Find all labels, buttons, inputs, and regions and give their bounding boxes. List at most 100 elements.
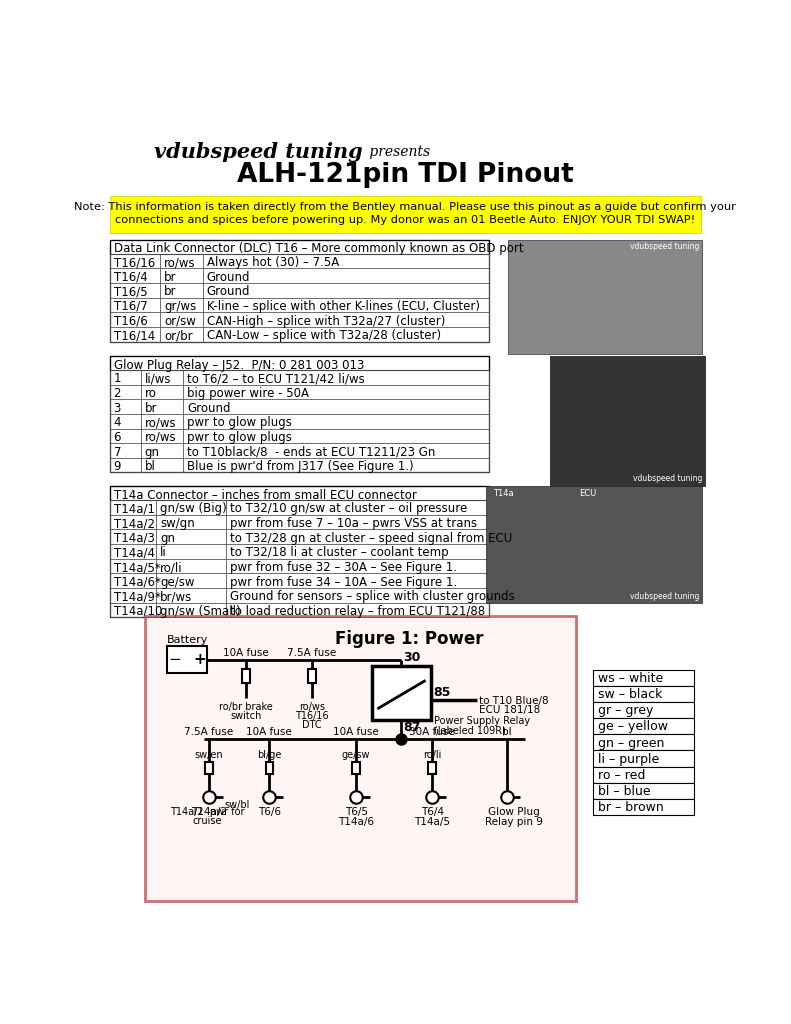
Text: br/ws: br/ws	[160, 590, 192, 603]
Text: pwr to glow plugs: pwr to glow plugs	[187, 416, 292, 429]
Text: ro/br brake: ro/br brake	[219, 701, 273, 712]
Bar	[593, 734, 694, 751]
Bar	[550, 356, 705, 485]
Text: T14a/3: T14a/3	[114, 531, 154, 545]
Text: T14a: T14a	[493, 489, 513, 499]
Bar	[205, 762, 213, 774]
Text: or/br: or/br	[164, 330, 192, 342]
Bar	[110, 486, 490, 500]
Bar	[486, 486, 702, 603]
Text: Ground for sensors – splice with cluster grounds: Ground for sensors – splice with cluster…	[230, 590, 515, 603]
Text: 10A fuse: 10A fuse	[333, 727, 379, 736]
Text: T14a/5*: T14a/5*	[114, 561, 161, 574]
Text: sw – black: sw – black	[598, 688, 662, 701]
Text: pwr to glow plugs: pwr to glow plugs	[187, 431, 292, 443]
Text: pwr from fuse 32 – 30A – See Figure 1.: pwr from fuse 32 – 30A – See Figure 1.	[230, 561, 457, 574]
Text: to T32/28 gn at cluster – speed signal from ECU: to T32/28 gn at cluster – speed signal f…	[230, 531, 512, 545]
Text: T14a/10: T14a/10	[114, 605, 162, 617]
Text: ge – yellow: ge – yellow	[598, 721, 668, 733]
Text: Relay pin 9: Relay pin 9	[486, 817, 543, 826]
Bar	[146, 615, 576, 900]
Text: or/sw: or/sw	[164, 314, 196, 328]
Bar	[110, 196, 701, 233]
Bar	[593, 751, 694, 767]
Text: 85: 85	[433, 686, 450, 698]
Text: to T10 Blue/8: to T10 Blue/8	[479, 695, 549, 706]
Text: T14a/2: T14a/2	[114, 517, 154, 530]
Text: 9: 9	[114, 460, 121, 473]
Text: to T32/18 li at cluster – coolant temp: to T32/18 li at cluster – coolant temp	[230, 547, 448, 559]
Text: T16/16: T16/16	[295, 711, 329, 721]
Text: 87: 87	[403, 721, 421, 734]
Text: 6: 6	[114, 431, 121, 443]
Text: Ground: Ground	[206, 270, 250, 284]
Text: 10A fuse: 10A fuse	[223, 648, 269, 658]
Text: bl – blue: bl – blue	[598, 785, 651, 798]
Text: br – brown: br – brown	[598, 801, 664, 814]
Text: ro/ws: ro/ws	[145, 416, 176, 429]
Bar	[167, 646, 207, 674]
Text: gn: gn	[145, 445, 160, 459]
Text: T6/5: T6/5	[345, 807, 368, 817]
Text: T16/5: T16/5	[114, 286, 147, 298]
Text: ro/ws: ro/ws	[145, 431, 176, 443]
Text: DTC: DTC	[302, 721, 322, 730]
Text: 30: 30	[403, 651, 421, 665]
Text: br: br	[164, 286, 176, 298]
Text: to load reduction relay – from ECU T121/88: to load reduction relay – from ECU T121/…	[230, 605, 485, 617]
Text: to T32/10 gn/sw at cluster – oil pressure: to T32/10 gn/sw at cluster – oil pressur…	[230, 503, 467, 515]
Text: 2: 2	[114, 387, 121, 400]
Text: big power wire - 50A: big power wire - 50A	[187, 387, 309, 400]
Text: Figure 1: Power: Figure 1: Power	[335, 630, 483, 647]
Text: ge/sw: ge/sw	[342, 751, 370, 761]
Text: 4: 4	[114, 416, 121, 429]
Text: bl/ge: bl/ge	[257, 751, 282, 761]
Text: ge/sw: ge/sw	[160, 575, 195, 589]
Text: T14a/1: T14a/1	[114, 503, 154, 515]
Text: ws – white: ws – white	[598, 672, 663, 685]
Bar	[508, 240, 702, 354]
Bar	[428, 762, 436, 774]
Text: bl: bl	[145, 460, 156, 473]
Text: ro/li: ro/li	[423, 751, 441, 761]
Text: vdubspeed tuning: vdubspeed tuning	[630, 243, 699, 251]
Text: T14a/2  pwr for: T14a/2 pwr for	[170, 807, 244, 817]
Text: Ground: Ground	[206, 286, 250, 298]
Bar	[373, 666, 430, 720]
Text: T14a/4: T14a/4	[114, 547, 154, 559]
Bar	[593, 718, 694, 734]
Bar	[308, 669, 316, 683]
Text: Blue is pwr'd from J317 (See Figure 1.): Blue is pwr'd from J317 (See Figure 1.)	[187, 460, 414, 473]
Text: 7: 7	[114, 445, 121, 459]
Text: T14a/2: T14a/2	[191, 807, 227, 817]
Text: Always hot (30) – 7.5A: Always hot (30) – 7.5A	[206, 256, 339, 269]
Text: gn/sw (Big): gn/sw (Big)	[160, 503, 227, 515]
Text: 30A fuse: 30A fuse	[409, 727, 455, 736]
Text: K-line – splice with other K-lines (ECU, Cluster): K-line – splice with other K-lines (ECU,…	[206, 300, 479, 313]
Text: Glow Plug: Glow Plug	[488, 807, 540, 817]
Bar	[593, 782, 694, 799]
Text: bl: bl	[501, 727, 511, 736]
Text: T14a/5: T14a/5	[414, 817, 450, 826]
Text: gn/sw (Small): gn/sw (Small)	[160, 605, 240, 617]
Text: T14a/9*: T14a/9*	[114, 590, 161, 603]
Text: Note: This information is taken directly from the Bentley manual. Please use thi: Note: This information is taken directly…	[74, 202, 736, 212]
Text: gn – green: gn – green	[598, 736, 664, 750]
Text: T6/6: T6/6	[258, 807, 281, 817]
Text: ro/ws: ro/ws	[299, 701, 325, 712]
Text: ro: ro	[145, 387, 157, 400]
Text: to T10black/8  - ends at ECU T1211/23 Gn: to T10black/8 - ends at ECU T1211/23 Gn	[187, 445, 436, 459]
Bar	[266, 762, 273, 774]
Text: Data Link Connector (DLC) T16 – More commonly known as OBD port: Data Link Connector (DLC) T16 – More com…	[114, 243, 523, 255]
Text: T6/4: T6/4	[421, 807, 444, 817]
Text: sw/en: sw/en	[195, 751, 223, 761]
Text: li: li	[160, 547, 167, 559]
Text: to T6/2 – to ECU T121/42 li/ws: to T6/2 – to ECU T121/42 li/ws	[187, 373, 365, 385]
Text: vdubspeed tuning: vdubspeed tuning	[630, 592, 699, 601]
Text: ro/li: ro/li	[160, 561, 183, 574]
Bar	[593, 701, 694, 718]
Text: switch: switch	[230, 711, 262, 721]
Text: T14a Connector – inches from small ECU connector: T14a Connector – inches from small ECU c…	[114, 488, 417, 502]
Text: 10A fuse: 10A fuse	[247, 727, 292, 736]
Text: −: −	[168, 652, 181, 667]
